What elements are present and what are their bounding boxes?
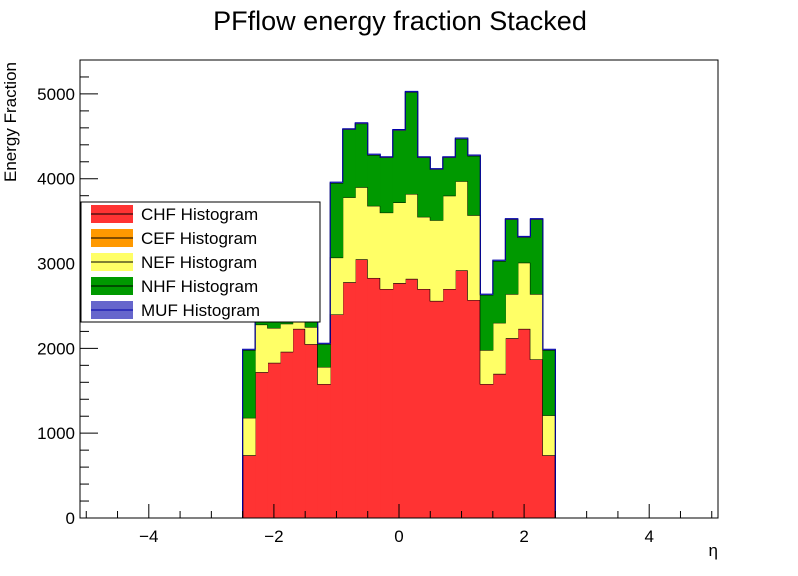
bar (517, 328, 531, 518)
bar (505, 219, 519, 295)
bar (242, 417, 256, 456)
bar (392, 130, 406, 203)
bar (330, 257, 344, 315)
bar (467, 215, 481, 301)
bar (492, 261, 506, 323)
y-tick-label: 1000 (37, 424, 75, 443)
bar (542, 455, 556, 518)
legend-label: NEF Histogram (141, 253, 257, 272)
y-tick-label: 4000 (37, 170, 75, 189)
bar (280, 351, 294, 518)
bar (342, 197, 356, 283)
series-chf (242, 258, 556, 518)
chart-title: PFflow energy fraction Stacked (213, 6, 587, 36)
bar (417, 289, 431, 518)
x-tick-label: 0 (394, 527, 403, 546)
bar (480, 383, 494, 518)
bar (417, 216, 431, 289)
bar (255, 324, 269, 373)
bar (317, 383, 331, 518)
bar (380, 212, 394, 289)
bar (380, 157, 394, 213)
bar (367, 154, 381, 206)
legend-label: MUF Histogram (141, 301, 260, 320)
bar (480, 350, 494, 384)
bar (505, 294, 519, 339)
legend-label: CHF Histogram (141, 205, 258, 224)
bar (530, 359, 544, 518)
bar (542, 350, 556, 416)
bar (330, 314, 344, 518)
y-tick-label: 5000 (37, 85, 75, 104)
histogram-bars (242, 90, 556, 518)
bar (405, 194, 419, 279)
bar (355, 123, 369, 188)
legend: CHF Histogram CEF Histogram NEF Histogram N… (80, 201, 321, 323)
bar (242, 455, 256, 518)
y-tick-label: 3000 (37, 255, 75, 274)
bar (280, 323, 294, 352)
bar (442, 157, 456, 196)
legend-item: NHF Histogram (91, 277, 258, 296)
bar (392, 283, 406, 518)
bar (355, 259, 369, 518)
legend-label: CEF Histogram (141, 229, 257, 248)
legend-item: CHF Histogram (91, 205, 258, 224)
bar (317, 367, 331, 384)
bar (517, 262, 531, 329)
y-tick-label: 2000 (37, 339, 75, 358)
bar (542, 415, 556, 456)
y-axis-label: Energy Fraction (1, 62, 20, 182)
bar (355, 187, 369, 260)
legend-item: CEF Histogram (91, 229, 257, 248)
x-tick-label: −4 (139, 527, 158, 546)
bar (292, 328, 306, 518)
bar (442, 289, 456, 518)
bar (492, 322, 506, 374)
bar (442, 195, 456, 289)
bar (305, 327, 319, 345)
bar (455, 270, 469, 518)
bar (417, 157, 431, 217)
bar (330, 182, 344, 258)
bar (367, 277, 381, 518)
y-tick-label: 0 (66, 509, 75, 528)
bar (492, 373, 506, 518)
bar (480, 294, 494, 351)
bar (430, 169, 444, 221)
bar (317, 344, 331, 368)
x-axis: −4 −2 0 2 4 (85, 504, 713, 546)
bar (392, 202, 406, 284)
bar (467, 300, 481, 518)
legend-label: NHF Histogram (141, 277, 258, 296)
bar (455, 181, 469, 271)
bar (517, 237, 531, 263)
bar (530, 294, 544, 360)
bar (405, 278, 419, 518)
bar (405, 92, 419, 195)
bar (342, 282, 356, 518)
bar (455, 138, 469, 182)
x-tick-label: 4 (644, 527, 653, 546)
bar (430, 220, 444, 301)
bar (255, 372, 269, 518)
legend-item: NEF Histogram (91, 253, 257, 272)
bar (505, 338, 519, 518)
bar (305, 344, 319, 518)
legend-item: MUF Histogram (91, 301, 260, 320)
bar (367, 205, 381, 278)
bar (267, 328, 281, 363)
x-axis-label: η (709, 541, 718, 560)
bar (467, 155, 481, 216)
bar (380, 289, 394, 518)
bar (342, 129, 356, 198)
x-tick-label: 2 (519, 527, 528, 546)
bar (530, 219, 544, 295)
bar (242, 350, 256, 418)
x-tick-label: −2 (264, 527, 283, 546)
bar (430, 300, 444, 518)
bar (267, 362, 281, 518)
